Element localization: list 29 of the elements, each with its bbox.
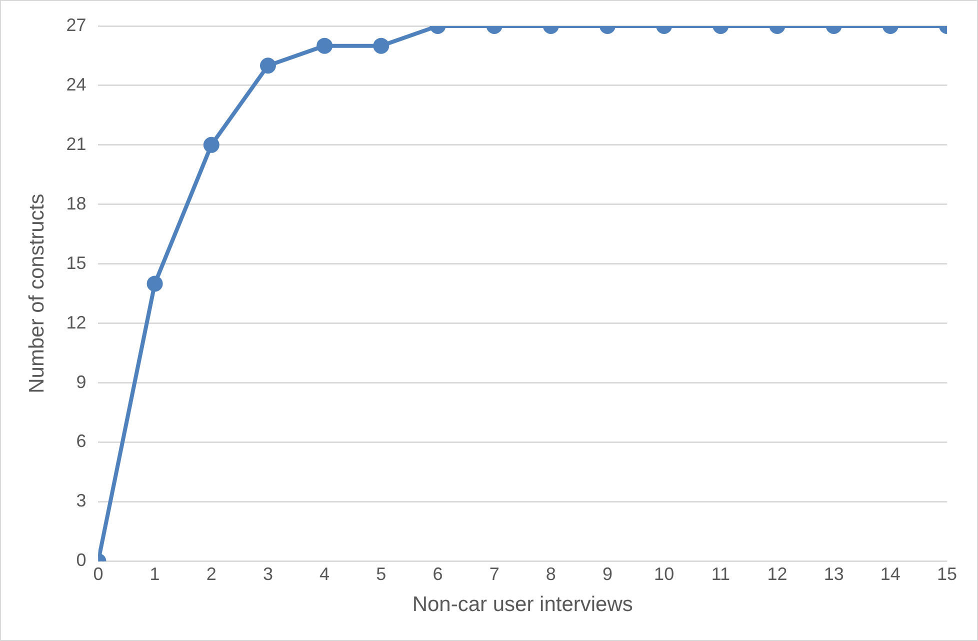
y-tick-label: 15 [66,252,86,273]
x-tick-label: 10 [654,564,674,584]
x-tick-label: 7 [489,564,500,584]
y-tick-label: 24 [66,74,86,94]
x-tick-label: 5 [376,564,386,584]
y-tick-label: 3 [76,490,86,511]
y-tick-label: 6 [76,431,86,452]
x-tick-label: 1 [150,564,160,584]
x-tick-label: 14 [880,564,900,584]
x-tick-label: 9 [602,564,612,584]
x-tick-label: 2 [206,564,216,584]
point [146,276,163,292]
x-tick-label: 11 [711,564,730,584]
y-tick-label: 12 [66,312,86,332]
x-tick-label: 12 [767,564,788,584]
y-tick-label: 18 [66,193,86,214]
y-tick-label: 9 [76,372,86,392]
y-tick-label: 27 [66,14,86,35]
x-axis-title: Non-car user interviews [412,593,633,616]
x-tick-label: 6 [432,564,443,584]
x-tick-label: 13 [824,564,844,584]
x-tick-label: 15 [936,564,958,584]
y-tick-label: 21 [66,134,86,154]
x-tick-label: 4 [320,564,330,584]
x-tick-label: 8 [546,564,556,584]
x-tick-label: 3 [262,564,273,584]
y-tick-label: 0 [76,550,86,570]
y-axis-title: Number of constructs [25,194,48,394]
x-tick-label: 0 [93,564,104,584]
